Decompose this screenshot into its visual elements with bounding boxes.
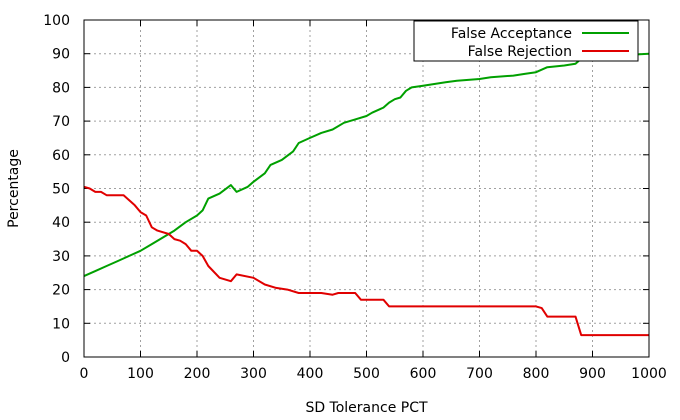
x-tick-label: 0: [80, 366, 89, 382]
grid: [84, 20, 649, 357]
x-tick-label: 500: [353, 366, 380, 382]
y-tick-label: 80: [52, 80, 70, 96]
x-tick-label: 100: [127, 366, 154, 382]
x-tick-label: 400: [297, 366, 324, 382]
x-tick-label: 200: [184, 366, 211, 382]
y-tick-label: 90: [52, 47, 70, 63]
legend-label: False Acceptance: [451, 26, 572, 42]
y-tick-label: 70: [52, 114, 70, 130]
x-tick-label: 1000: [631, 366, 667, 382]
plot-frame: [83, 19, 650, 358]
x-tick-label: 900: [579, 366, 606, 382]
x-axis-title: SD Tolerance PCT: [305, 400, 428, 416]
false-acceptance-line: [83, 52, 650, 278]
x-tick-label: 700: [466, 366, 493, 382]
y-tick-label: 60: [52, 148, 70, 164]
legend-box: [413, 20, 639, 62]
y-tick-label: 0: [61, 350, 70, 366]
x-tick-label: 600: [410, 366, 437, 382]
x-tick-label: 300: [240, 366, 267, 382]
legend-label: False Rejection: [468, 44, 572, 60]
y-tick-label: 30: [52, 249, 70, 265]
y-tick-label: 50: [52, 182, 70, 198]
y-tick-label: 10: [52, 316, 70, 332]
y-tick-label: 40: [52, 215, 70, 231]
legend: False Acceptance False Rejection: [413, 20, 639, 62]
false-rejection-line: [83, 185, 649, 337]
y-tick-label: 20: [52, 283, 70, 299]
y-axis-title: Percentage: [6, 149, 22, 228]
series-lines: [83, 52, 650, 337]
y-tick-label: 100: [43, 13, 70, 29]
x-tick-label: 800: [523, 366, 550, 382]
